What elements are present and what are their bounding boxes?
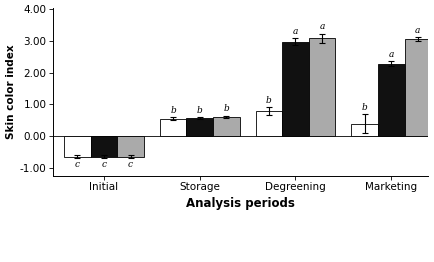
Text: a: a: [293, 27, 298, 36]
Text: a: a: [319, 23, 325, 31]
Bar: [309, 38, 335, 136]
X-axis label: Analysis periods: Analysis periods: [187, 197, 296, 210]
Text: a: a: [415, 26, 421, 35]
Bar: [91, 136, 117, 156]
Bar: [187, 118, 213, 136]
Bar: [404, 39, 431, 136]
Text: b: b: [224, 105, 229, 113]
Bar: [117, 136, 144, 156]
Bar: [351, 124, 378, 136]
Y-axis label: Skin color index: Skin color index: [6, 44, 16, 139]
Text: b: b: [170, 106, 176, 115]
Bar: [64, 136, 91, 156]
Text: c: c: [75, 160, 80, 169]
Bar: [213, 117, 240, 136]
Text: b: b: [197, 106, 203, 115]
Bar: [256, 111, 282, 136]
Text: b: b: [266, 96, 272, 105]
Bar: [378, 64, 404, 136]
Text: c: c: [128, 160, 133, 169]
Text: a: a: [388, 50, 394, 59]
Text: b: b: [362, 103, 368, 112]
Text: c: c: [102, 160, 106, 169]
Bar: [282, 42, 309, 136]
Bar: [160, 118, 187, 136]
